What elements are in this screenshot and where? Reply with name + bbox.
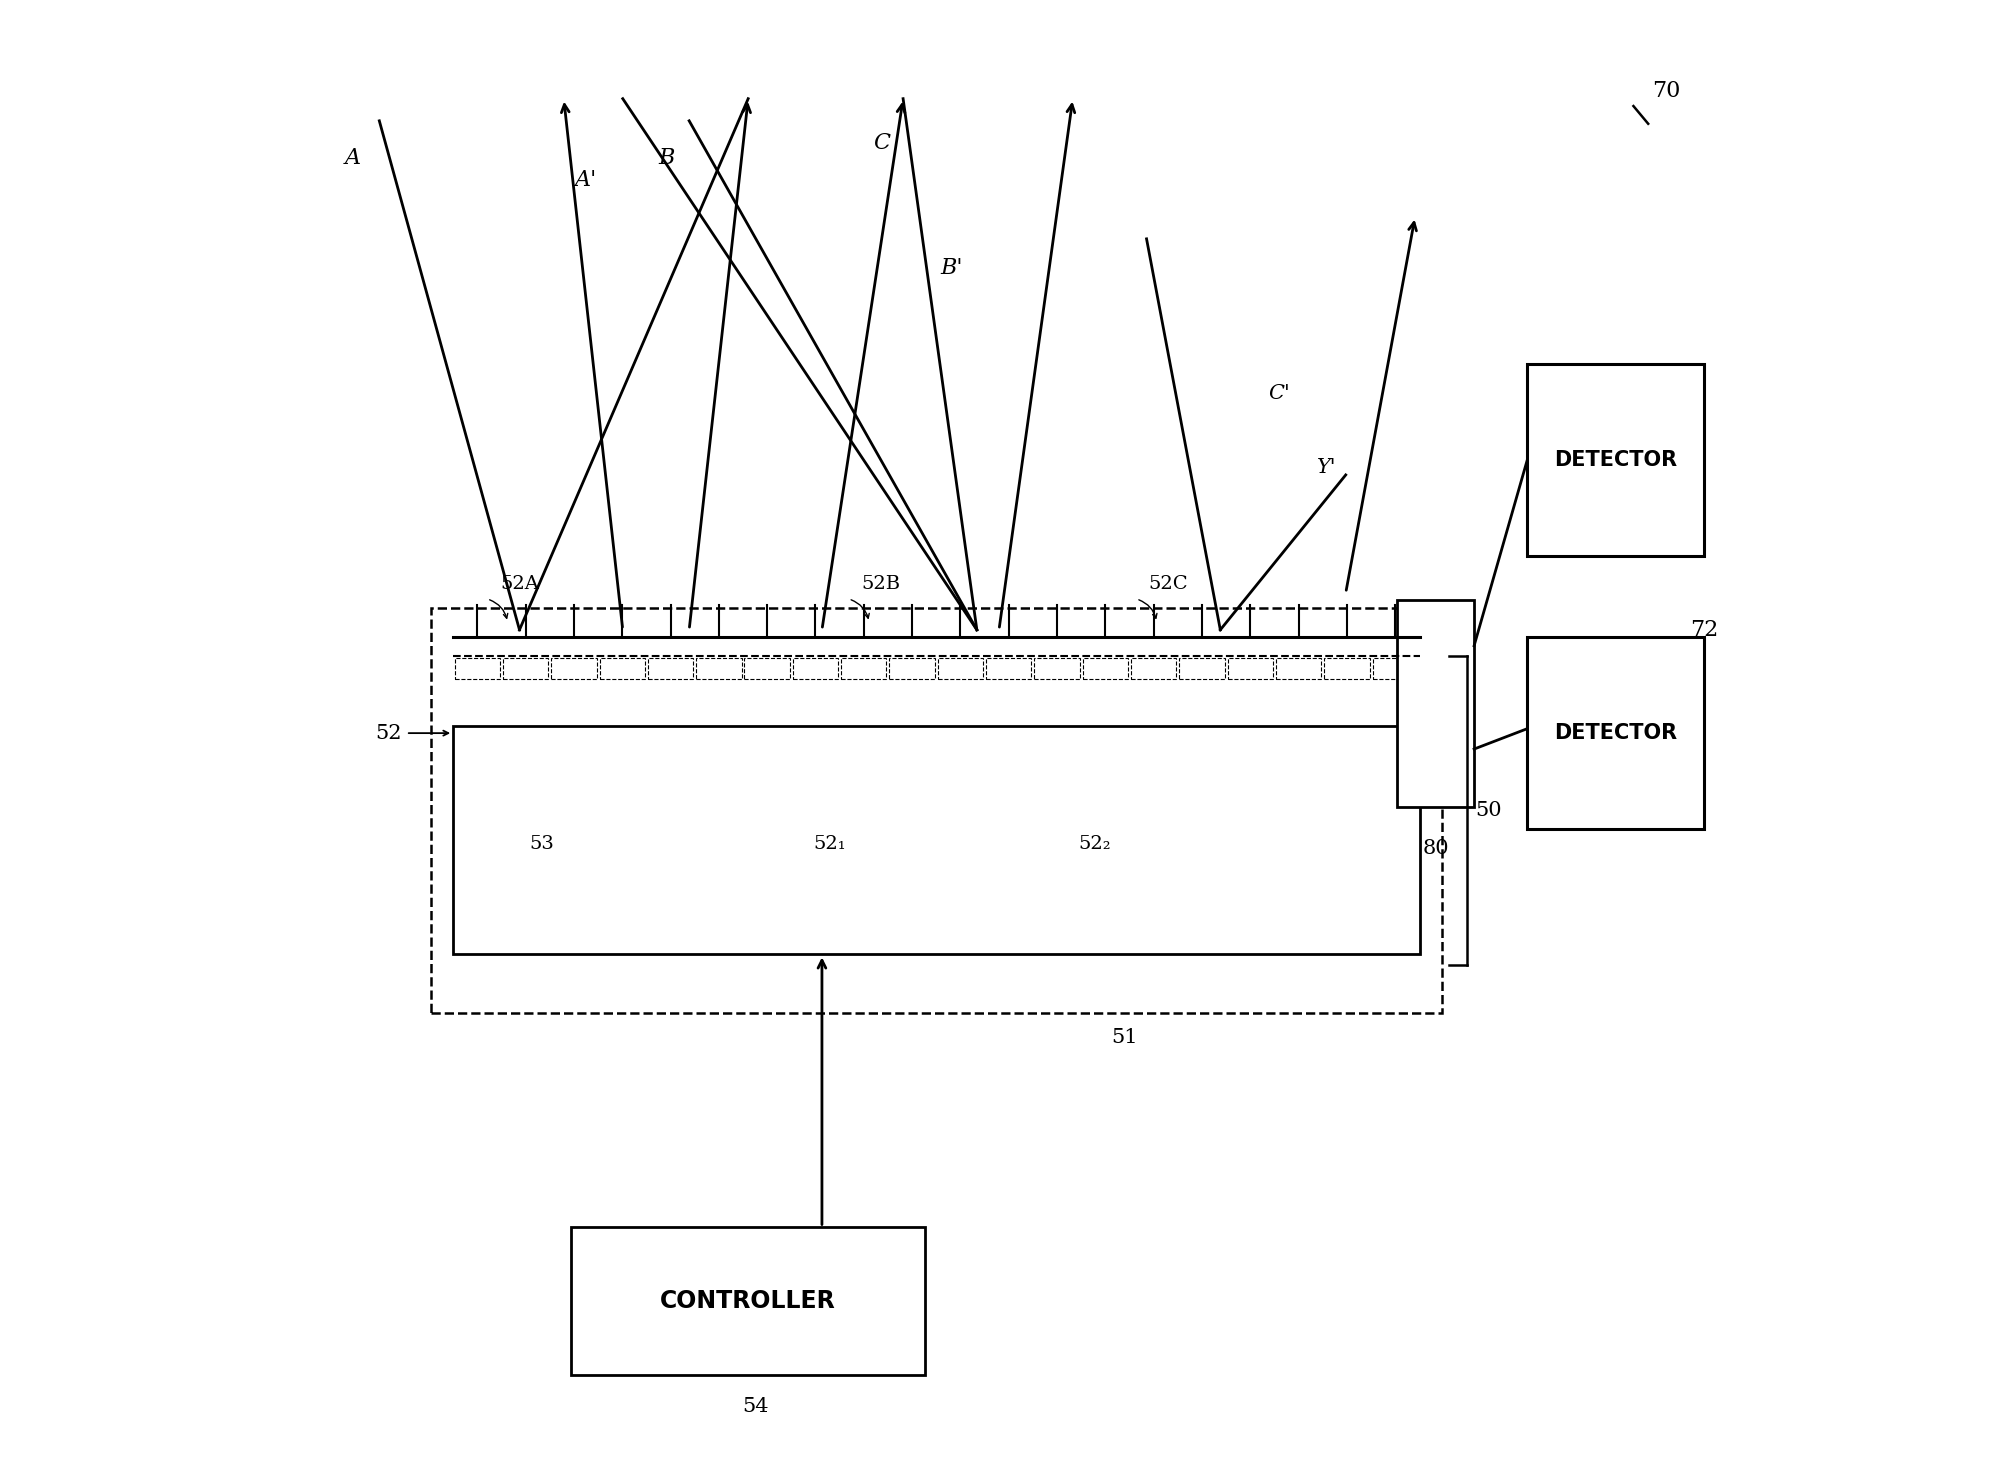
Bar [599, 658, 645, 678]
Bar [551, 658, 597, 678]
Text: 52C: 52C [1149, 575, 1189, 592]
Text: 50: 50 [1477, 801, 1502, 820]
Bar [987, 658, 1031, 678]
Bar [1373, 658, 1419, 678]
Text: 52A: 52A [500, 575, 539, 592]
Text: C': C' [1269, 384, 1291, 403]
Bar [793, 658, 839, 678]
Bar [432, 607, 1443, 1013]
Text: 52₁: 52₁ [813, 835, 845, 853]
Bar [503, 658, 547, 678]
Bar [456, 658, 500, 678]
Text: 51: 51 [1111, 1028, 1137, 1047]
Bar [1227, 658, 1273, 678]
Text: CONTROLLER: CONTROLLER [659, 1288, 835, 1314]
Text: 54: 54 [743, 1397, 769, 1416]
Text: C: C [873, 132, 891, 154]
Text: B': B' [939, 258, 963, 280]
Bar [1083, 658, 1129, 678]
Bar [1277, 658, 1321, 678]
Bar [1397, 600, 1475, 807]
Text: 52B: 52B [861, 575, 901, 592]
Text: A': A' [575, 169, 597, 191]
Text: A: A [346, 147, 362, 169]
Bar [1131, 658, 1177, 678]
Bar [695, 658, 741, 678]
Text: 52₂: 52₂ [1079, 835, 1111, 853]
Text: 72: 72 [1690, 619, 1718, 641]
Bar [841, 658, 887, 678]
Text: Y': Y' [1317, 458, 1337, 477]
Bar [745, 658, 789, 678]
Bar [1035, 658, 1079, 678]
Text: 80: 80 [1423, 840, 1449, 859]
Bar [889, 658, 935, 678]
Text: 53: 53 [529, 835, 553, 853]
Bar [647, 658, 693, 678]
Bar [1526, 364, 1704, 555]
Text: DETECTOR: DETECTOR [1554, 450, 1676, 469]
Bar [571, 1228, 925, 1374]
Text: B: B [659, 147, 675, 169]
Text: 52: 52 [376, 724, 402, 742]
Text: DETECTOR: DETECTOR [1554, 723, 1676, 743]
Bar [1179, 658, 1225, 678]
Text: 70: 70 [1652, 80, 1680, 102]
Bar [937, 658, 983, 678]
Bar [454, 726, 1419, 954]
Bar [1526, 637, 1704, 829]
Bar [1325, 658, 1371, 678]
